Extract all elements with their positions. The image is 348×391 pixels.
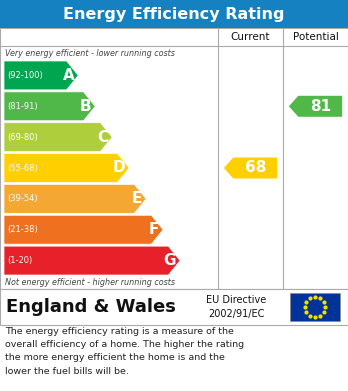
- Text: (21-38): (21-38): [7, 225, 38, 234]
- Text: Potential: Potential: [293, 32, 339, 42]
- Text: Very energy efficient - lower running costs: Very energy efficient - lower running co…: [5, 48, 175, 57]
- Text: A: A: [63, 68, 74, 83]
- Polygon shape: [4, 154, 129, 183]
- Text: E: E: [132, 191, 142, 206]
- Polygon shape: [224, 158, 277, 178]
- Text: B: B: [80, 99, 91, 114]
- Text: (55-68): (55-68): [7, 163, 38, 172]
- Text: The energy efficiency rating is a measure of the
overall efficiency of a home. T: The energy efficiency rating is a measur…: [5, 327, 244, 376]
- Text: England & Wales: England & Wales: [6, 298, 176, 316]
- Text: D: D: [112, 160, 125, 176]
- Polygon shape: [4, 246, 180, 275]
- Text: (69-80): (69-80): [7, 133, 38, 142]
- Polygon shape: [289, 96, 342, 117]
- Bar: [0, 28, 348, 289]
- Text: Not energy efficient - higher running costs: Not energy efficient - higher running co…: [5, 278, 175, 287]
- Text: C: C: [97, 130, 108, 145]
- Text: (92-100): (92-100): [7, 71, 43, 80]
- Polygon shape: [4, 123, 112, 152]
- Text: Energy Efficiency Rating: Energy Efficiency Rating: [63, 7, 285, 22]
- Bar: [0, 289, 348, 325]
- Polygon shape: [4, 185, 146, 213]
- Polygon shape: [4, 92, 95, 121]
- Text: F: F: [149, 222, 159, 237]
- Text: (81-91): (81-91): [7, 102, 38, 111]
- Polygon shape: [4, 215, 163, 244]
- Bar: [290, 293, 340, 321]
- Text: (39-54): (39-54): [7, 194, 38, 203]
- Text: G: G: [164, 253, 176, 268]
- Bar: [0, 0, 348, 28]
- Text: Current: Current: [231, 32, 270, 42]
- Text: 81: 81: [310, 99, 331, 114]
- Text: 68: 68: [245, 160, 266, 176]
- Polygon shape: [4, 61, 78, 90]
- Text: (1-20): (1-20): [7, 256, 32, 265]
- Text: EU Directive
2002/91/EC: EU Directive 2002/91/EC: [206, 295, 266, 319]
